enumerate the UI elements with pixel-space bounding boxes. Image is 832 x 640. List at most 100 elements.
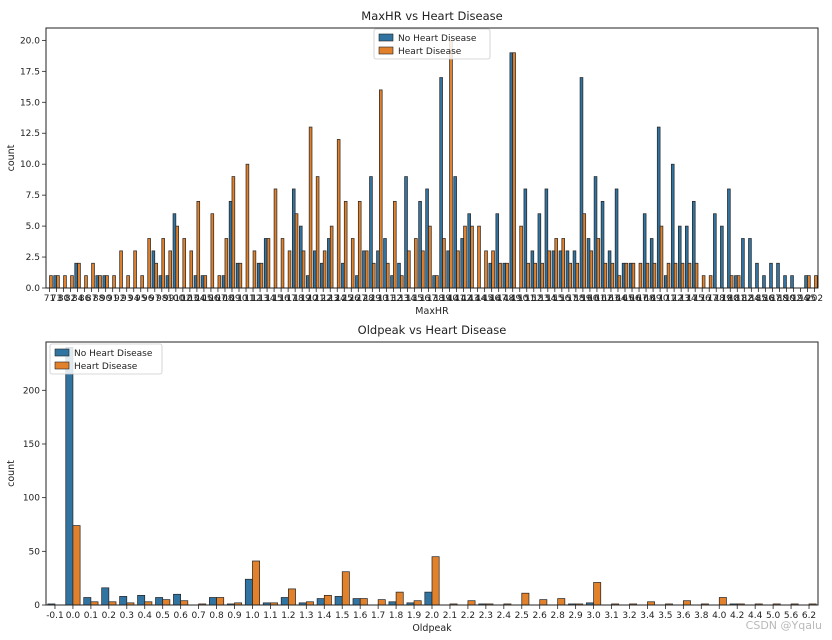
x-tick-label: 0.8 [209,611,224,621]
x-tick-label: 146 [483,294,500,304]
bar-no-heart-disease [74,262,78,289]
bar-no-heart-disease [741,238,745,289]
x-tick-label: 0.1 [84,611,98,621]
x-tick-label: 125 [336,294,353,304]
bar-heart-disease [63,275,67,289]
bar-no-heart-disease [790,275,794,289]
bar-heart-disease [659,225,664,289]
x-tick-label: 149 [504,294,521,304]
bar-no-heart-disease [65,347,74,606]
bar-heart-disease [442,238,446,289]
bar-heart-disease [133,250,137,289]
bar-no-heart-disease [727,188,731,289]
x-tick-label: 176 [694,294,711,304]
bar-heart-disease [428,225,432,289]
bar-heart-disease [301,250,306,289]
bar-no-heart-disease [600,200,605,289]
bar-no-heart-disease [102,275,107,289]
bar-no-heart-disease [424,591,433,606]
x-tick-label: 0.4 [138,611,153,621]
x-tick-label: 150 [511,294,528,304]
x-tick-label: 3.8 [694,611,709,621]
x-tick-label: 1.6 [353,611,368,621]
legend: No Heart Disease Heart Disease [373,28,491,60]
bar-heart-disease [350,238,355,289]
x-tick-label: 157 [560,294,577,304]
x-tick-label: 104 [188,294,205,304]
bar-heart-disease [341,571,350,606]
bar-no-heart-disease [299,225,303,289]
x-tick-label: 161 [588,294,605,304]
x-tick-label: 188 [771,294,788,304]
bar-no-heart-disease [670,163,675,289]
bar-heart-disease [180,600,189,606]
x-tick-label: 120 [301,294,318,304]
y-tick-label: 12.5 [20,129,40,139]
x-tick-label: 162 [595,294,612,304]
bar-no-heart-disease [523,188,528,289]
x-tick-label: 0.0 [66,611,81,621]
bar-heart-disease [189,250,194,289]
bar-no-heart-disease [83,597,92,606]
bar-no-heart-disease [228,200,233,289]
bar-no-heart-disease [446,250,450,289]
bar-heart-disease [463,225,467,289]
legend-swatch-heart-disease [54,361,70,370]
x-tick-label: 126 [343,294,360,304]
x-tick-label: 86 [79,294,91,304]
bar-heart-disease [343,200,348,289]
bar-heart-disease [231,176,236,289]
x-tick-label: 124 [329,294,346,304]
bar-heart-disease [112,275,116,289]
bar-heart-disease [252,250,257,289]
legend-label: No Heart Disease [398,34,477,44]
bar-no-heart-disease [565,250,570,289]
x-tick-label: 95 [135,294,146,304]
x-tick-label: 154 [539,294,556,304]
bar-heart-disease [631,262,636,289]
bar-heart-disease [666,262,671,289]
x-tick-label: 1.9 [407,611,422,621]
bar-no-heart-disease [713,213,717,289]
x-tick-label: 139 [434,294,451,304]
bar-no-heart-disease [656,126,661,289]
x-tick-label: 6.2 [802,611,816,621]
x-tick-label: 2.1 [443,611,457,621]
x-axis-label: MaxHR [415,306,449,317]
bar-heart-disease [484,250,488,289]
bar-no-heart-disease [537,213,542,289]
bar-heart-disease [395,591,404,606]
bar-heart-disease [589,250,594,289]
bar-heart-disease [682,600,691,606]
bar-heart-disease [266,238,271,289]
bar-heart-disease [603,262,608,289]
x-tick-label: 122 [315,294,332,304]
x-tick-label: 2.4 [497,611,512,621]
chart-title: Oldpeak vs Heart Disease [358,323,507,337]
legend-box [373,28,491,60]
bar-heart-disease [98,275,102,289]
bar-no-heart-disease [628,262,633,289]
bar-heart-disease [596,238,601,289]
bar-no-heart-disease [291,188,296,289]
bar-heart-disease [140,275,144,289]
bar-no-heart-disease [614,188,619,289]
bar-heart-disease [435,275,439,289]
bar-no-heart-disease [776,262,780,289]
bar-heart-disease [252,560,261,606]
bar-heart-disease [364,250,369,289]
bar-no-heart-disease [439,77,443,289]
bar-heart-disease [322,250,327,289]
bar-heart-disease [673,262,678,289]
x-tick-label: 94 [128,294,140,304]
bar-no-heart-disease [418,200,422,289]
x-tick-label: 91 [107,294,118,304]
bar-no-heart-disease [173,593,182,606]
bar-no-heart-disease [621,262,626,289]
y-tick-label: 5.0 [26,222,41,232]
bar-no-heart-disease [369,176,373,289]
x-tick-label: 151 [518,294,535,304]
x-tick-label: 121 [308,294,325,304]
bar-no-heart-disease [155,597,164,606]
y-tick-label: 50 [29,547,41,557]
